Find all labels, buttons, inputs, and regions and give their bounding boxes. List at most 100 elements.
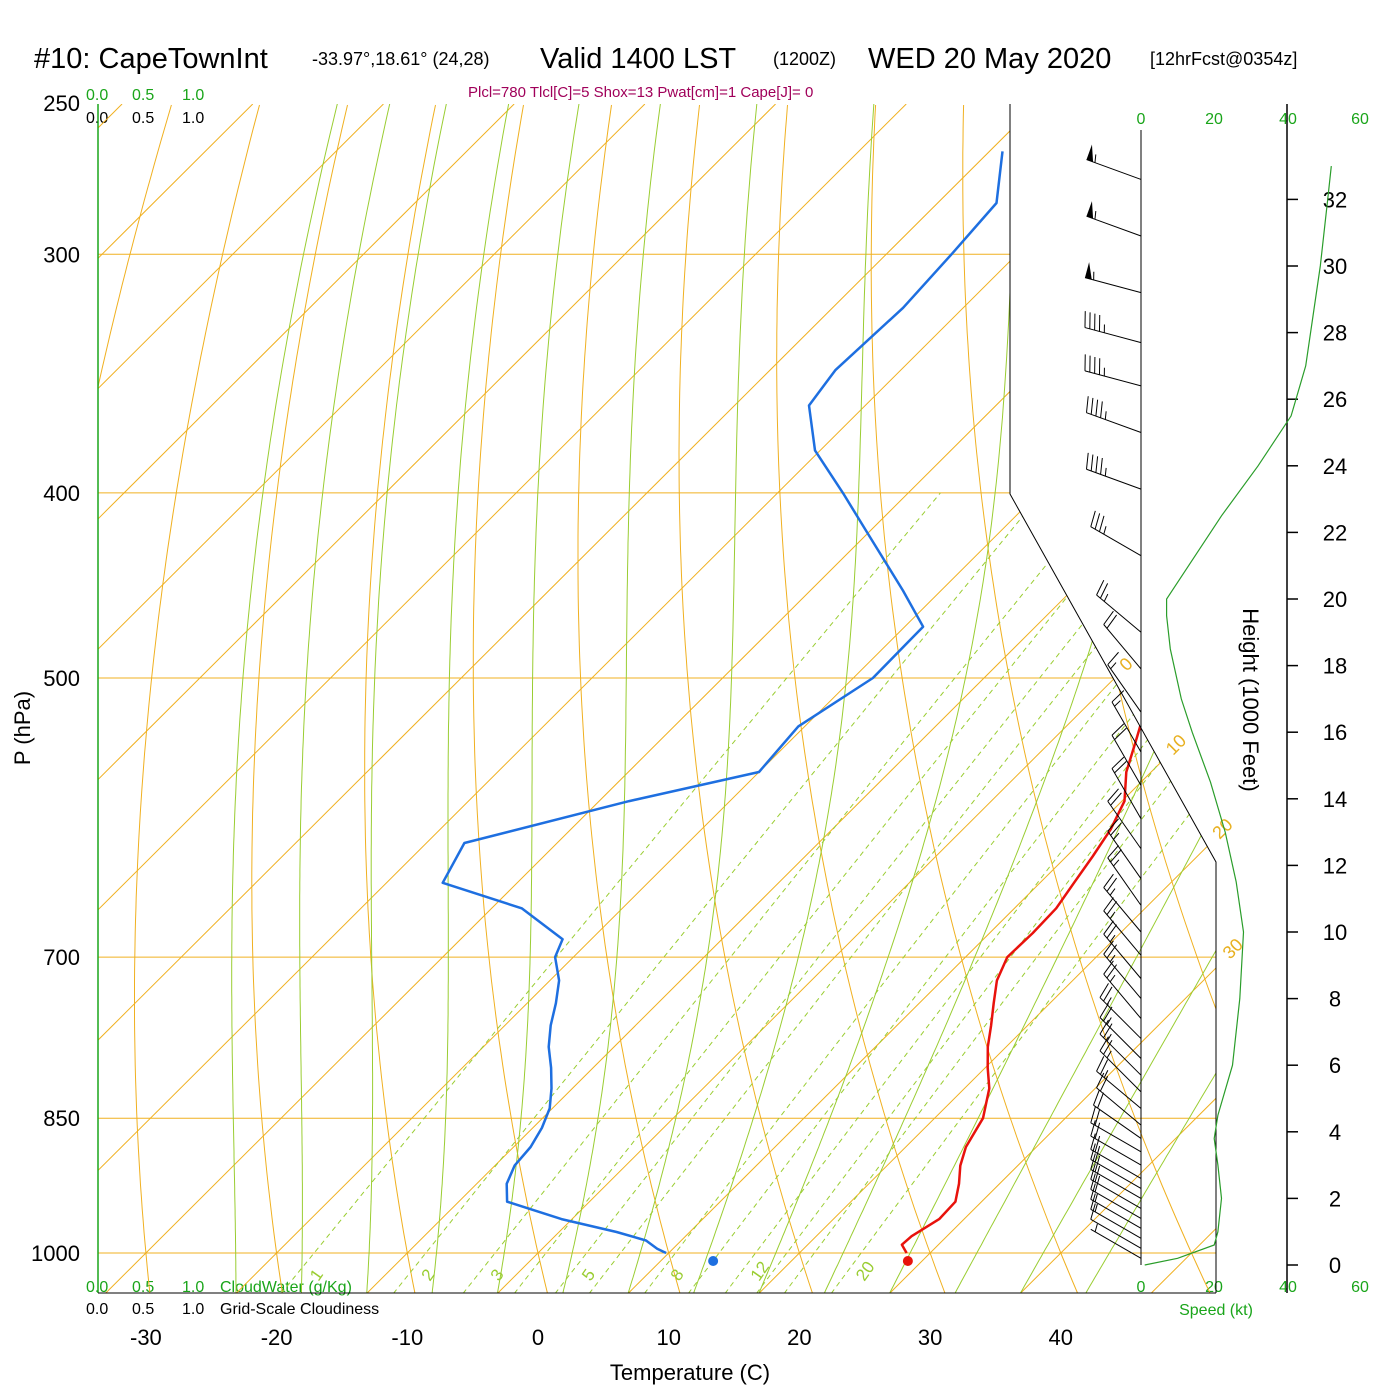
wind-barb-flag xyxy=(1103,873,1114,888)
wind-barb-shaft xyxy=(1086,159,1142,180)
wind-barb xyxy=(1090,1183,1142,1229)
height-label-2: 2 xyxy=(1329,1186,1341,1211)
wind-barb-flag xyxy=(1097,1092,1104,1109)
wind-barb-flag xyxy=(1095,456,1099,473)
height-label-4: 4 xyxy=(1329,1120,1341,1145)
wind-barb-flag xyxy=(1094,1155,1101,1173)
wind-barb xyxy=(1090,1153,1142,1199)
wind-barb-flag xyxy=(1111,723,1125,736)
wind-barb-half-flag xyxy=(1094,1193,1098,1203)
wind-barb xyxy=(1107,651,1142,713)
cloud-scale-bottom-green-2: 1.0 xyxy=(182,1279,204,1296)
cloud-scale-bottom-black-2: 1.0 xyxy=(182,1301,204,1318)
wind-barb-flag xyxy=(1099,983,1109,998)
wind-barb-shaft xyxy=(1103,624,1142,670)
wind-barb xyxy=(1099,1019,1142,1076)
pressure-label-500: 500 xyxy=(43,666,80,691)
dry-adiabat xyxy=(1139,104,1216,1293)
wind-barb-pennant xyxy=(1084,262,1092,280)
wind-barb xyxy=(1090,1223,1142,1259)
wind-barb-flag xyxy=(1090,1183,1096,1200)
mixing-ratio-label-5: 5 xyxy=(578,1266,599,1285)
height-label-12: 12 xyxy=(1323,853,1347,878)
surface-temperature-dot xyxy=(902,1256,913,1266)
wind-barb-shaft xyxy=(1090,1135,1142,1166)
temp-tick-20: 20 xyxy=(787,1325,811,1350)
forecast-date: WED 20 May 2020 xyxy=(868,43,1111,75)
moist-adiabat xyxy=(693,104,875,1293)
wind-barb-flag xyxy=(1090,1143,1096,1160)
height-label-30: 30 xyxy=(1323,254,1347,279)
wind-barb-flag xyxy=(1100,401,1103,418)
wind-barb xyxy=(1103,940,1142,999)
wind-barb-flag xyxy=(1098,515,1105,532)
wind-barb-flag xyxy=(1096,1072,1105,1089)
wind-barb xyxy=(1090,1120,1142,1166)
moist-adiabat xyxy=(431,104,510,1293)
wind-barb xyxy=(1103,897,1142,956)
height-label-28: 28 xyxy=(1323,321,1347,346)
wind-barb xyxy=(1107,788,1142,850)
wind-barb xyxy=(1086,201,1142,237)
dry-adiabat xyxy=(962,104,1211,1293)
wind-barb-flag xyxy=(1096,579,1105,596)
wind-barb-shaft xyxy=(1103,887,1142,933)
cloud-scale-top-black-0: 0.0 xyxy=(86,110,108,127)
moist-adiabat xyxy=(299,104,391,1293)
mixing-ratio-line xyxy=(513,492,1152,1293)
wind-barb xyxy=(1086,396,1142,433)
wind-barb-shaft xyxy=(1084,327,1142,344)
dry-adiabat xyxy=(678,104,813,1293)
wind-barb-shaft xyxy=(1111,735,1142,786)
height-label-16: 16 xyxy=(1323,720,1347,745)
isotherm xyxy=(98,104,1038,1293)
moist-adiabat xyxy=(627,104,758,1293)
wind-barb-half-flag xyxy=(1109,974,1116,983)
mixing-ratio-line xyxy=(280,492,941,1293)
wind-barb-flag xyxy=(1094,1109,1101,1126)
wind-barb-flag xyxy=(1099,583,1109,599)
isotherm xyxy=(628,104,1216,1293)
cloud-scale-bottom-black-0: 0.0 xyxy=(86,1301,108,1318)
wind-barb-shaft xyxy=(1090,1158,1142,1189)
wind-barb-shaft xyxy=(1111,768,1142,820)
wind-barb-shaft xyxy=(1096,594,1142,633)
wind-barb-half-flag xyxy=(1113,859,1120,867)
height-axis-title: Height (1000 Feet) xyxy=(1238,608,1263,791)
wind-barb xyxy=(1086,144,1142,180)
wind-barb xyxy=(1099,983,1142,1039)
moist-adiabat xyxy=(889,104,1216,1293)
wind-barb xyxy=(1090,510,1142,557)
height-label-24: 24 xyxy=(1323,454,1347,479)
wind-barb-half-flag xyxy=(1104,467,1107,477)
wind-barb-flag xyxy=(1086,452,1089,470)
wind-barb-shaft xyxy=(1086,215,1142,237)
moist-adiabat xyxy=(1019,104,1216,1293)
speed-top-60: 60 xyxy=(1351,111,1369,128)
wind-barb-half-flag xyxy=(1114,700,1121,707)
wind-barb-half-flag xyxy=(1106,1050,1112,1059)
height-label-22: 22 xyxy=(1323,520,1347,545)
wind-barb-half-flag xyxy=(1109,934,1116,943)
wind-barb-half-flag xyxy=(1106,997,1112,1005)
wind-barb xyxy=(1084,262,1142,294)
wind-barb-flag xyxy=(1094,1135,1101,1153)
isotherm xyxy=(98,104,515,1293)
mixing-ratio-label-3: 3 xyxy=(487,1266,508,1285)
wind-barb-flag xyxy=(1099,1036,1109,1052)
mixing-ratio-label-20: 20 xyxy=(852,1258,878,1284)
wind-barb-flag xyxy=(1094,1122,1101,1139)
isotherm xyxy=(105,104,1216,1293)
x-axis-title: Temperature (C) xyxy=(610,1360,770,1385)
wind-barb xyxy=(1090,1193,1142,1239)
wind-barb-half-flag xyxy=(1094,1223,1098,1232)
wind-barb xyxy=(1107,818,1142,880)
pressure-label-400: 400 xyxy=(43,481,80,506)
wind-barb-flag xyxy=(1090,397,1094,415)
wind-barb-flag xyxy=(1090,1120,1096,1137)
wind-barb-flag xyxy=(1090,1133,1096,1150)
wind-barb-flag xyxy=(1099,1059,1109,1075)
wind-barb-flag xyxy=(1110,822,1122,836)
wind-barb-flag xyxy=(1107,845,1119,859)
